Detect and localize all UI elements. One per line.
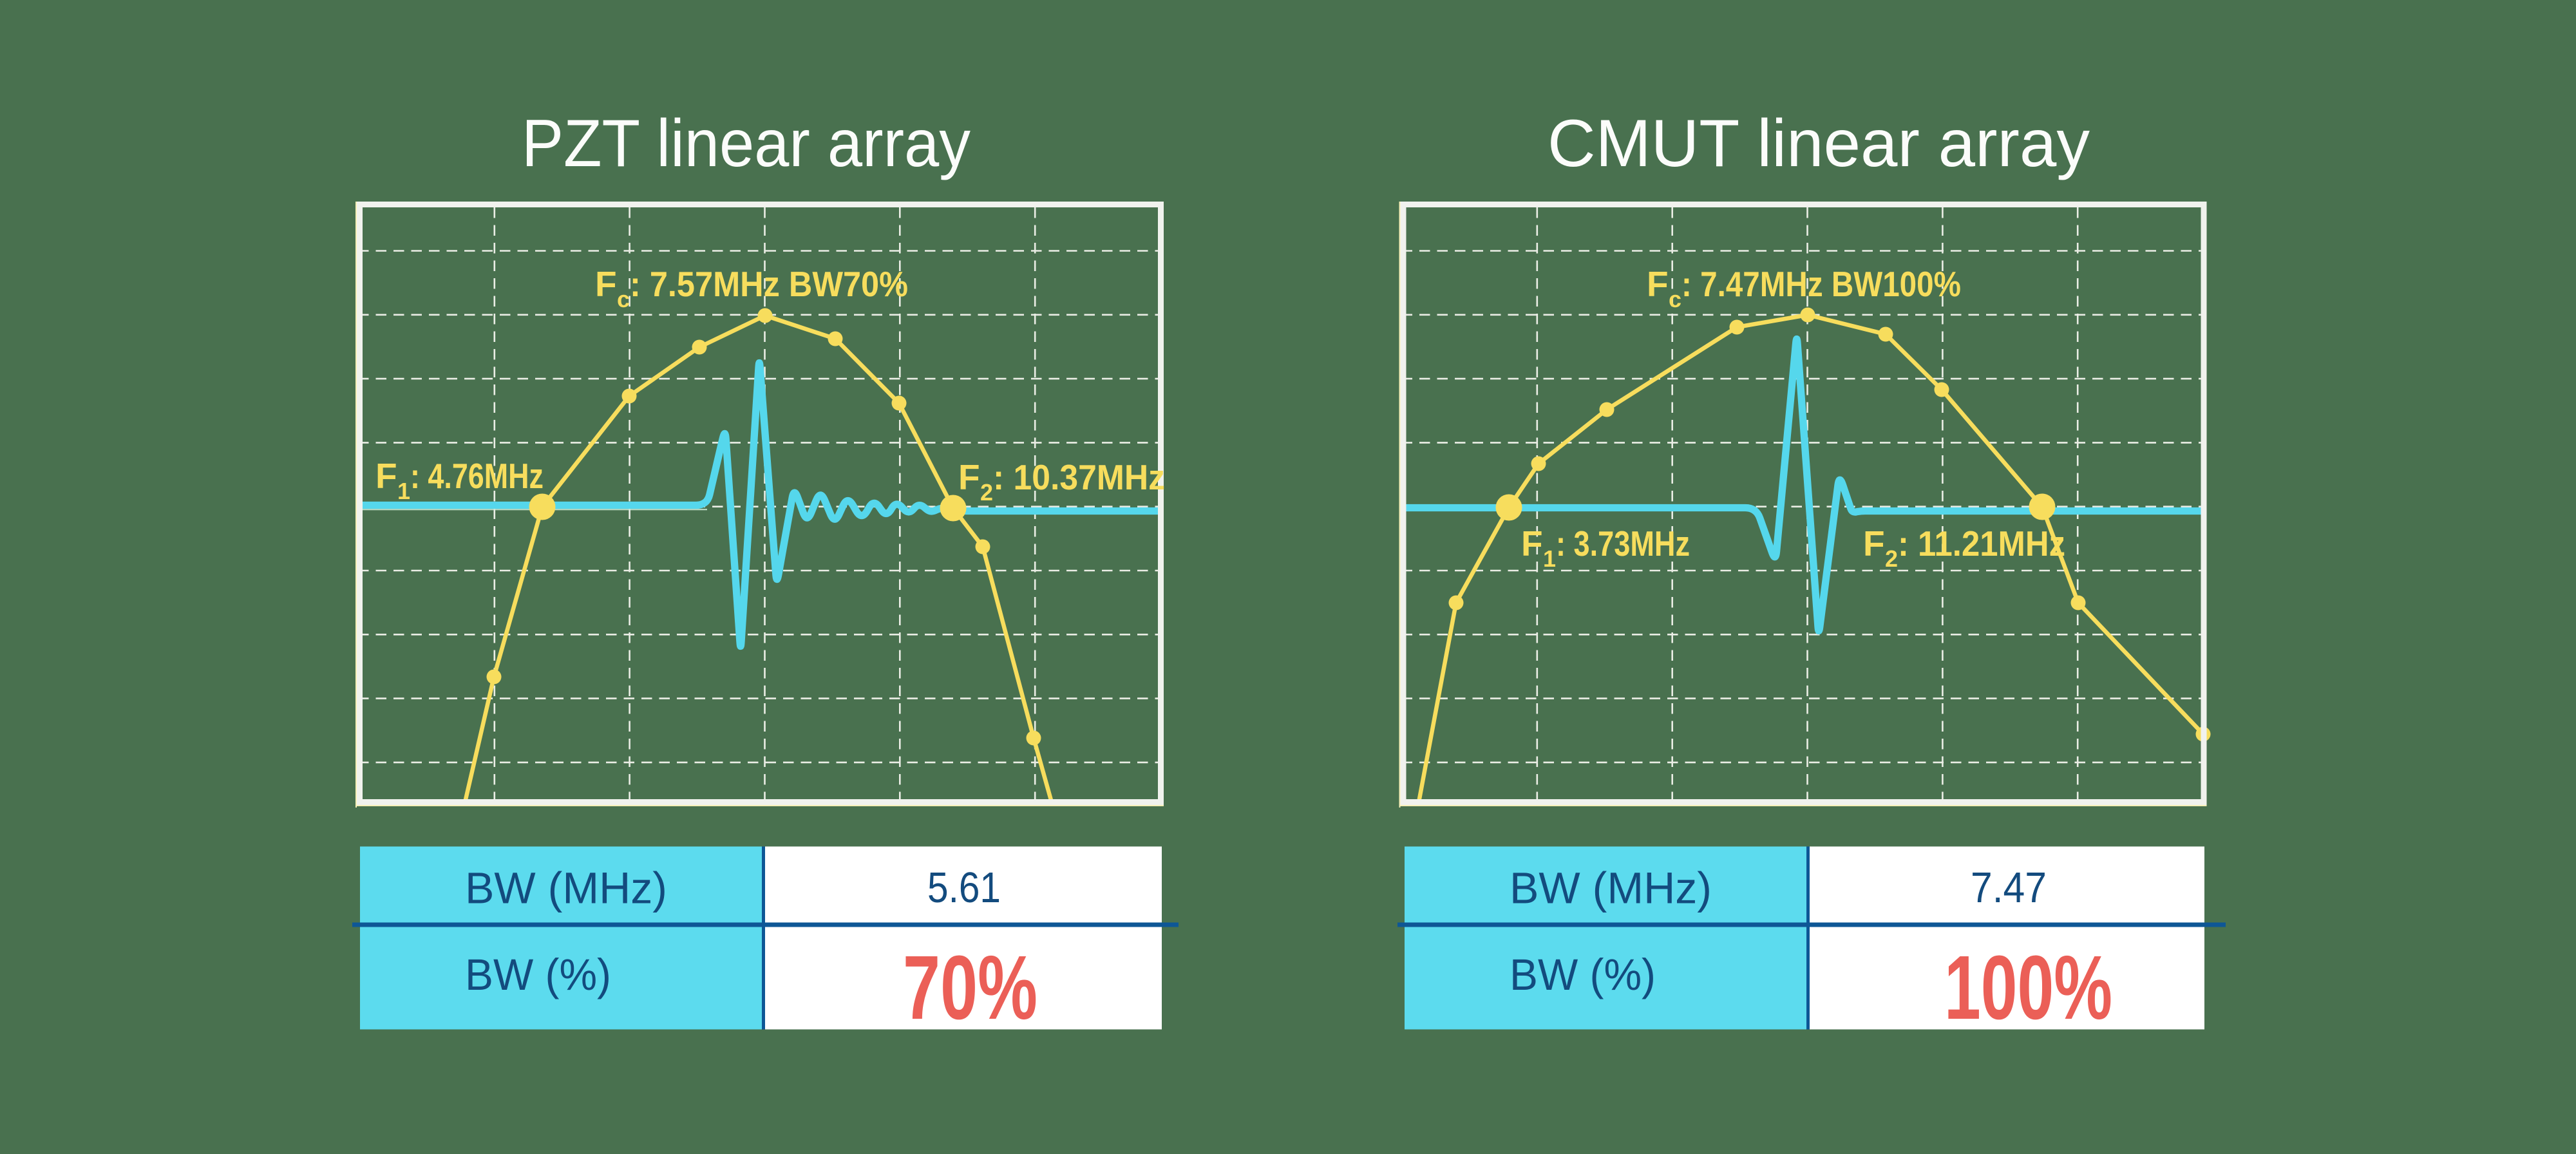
svg-text:c: c (1669, 286, 1681, 312)
svg-text:100%: 100% (1944, 936, 2112, 1038)
svg-text:BW (%): BW (%) (1510, 950, 1656, 999)
svg-text:: 7.47MHz BW100%: : 7.47MHz BW100% (1681, 264, 1961, 304)
svg-text:BW (MHz): BW (MHz) (465, 864, 667, 913)
svg-text:c: c (617, 286, 630, 312)
svg-text:BW (%): BW (%) (465, 950, 611, 999)
svg-text:CMUT linear array: CMUT linear array (1548, 106, 2090, 181)
svg-text:F: F (1521, 524, 1543, 563)
svg-text:BW (MHz): BW (MHz) (1510, 864, 1712, 913)
svg-text:5.61: 5.61 (927, 864, 1001, 912)
svg-text:2: 2 (1885, 545, 1898, 572)
svg-text:F: F (1863, 524, 1885, 563)
svg-text:F: F (958, 457, 980, 497)
svg-text:PZT linear array: PZT linear array (522, 106, 971, 181)
svg-text:7.47: 7.47 (1971, 864, 2047, 912)
svg-text:: 11.21MHz: : 11.21MHz (1898, 524, 2065, 563)
svg-text:1: 1 (1543, 545, 1556, 572)
svg-text:: 4.76MHz: : 4.76MHz (410, 456, 544, 496)
svg-text:: 7.57MHz BW70%: : 7.57MHz BW70% (630, 264, 908, 304)
svg-text:: 3.73MHz: : 3.73MHz (1556, 524, 1690, 563)
svg-text:70%: 70% (903, 936, 1037, 1038)
svg-text:F: F (1647, 264, 1669, 304)
svg-text:F: F (375, 456, 397, 496)
svg-text:1: 1 (397, 478, 410, 504)
svg-text:F: F (595, 264, 617, 304)
svg-text:: 10.37MHz: : 10.37MHz (993, 457, 1165, 497)
svg-text:2: 2 (980, 479, 993, 506)
